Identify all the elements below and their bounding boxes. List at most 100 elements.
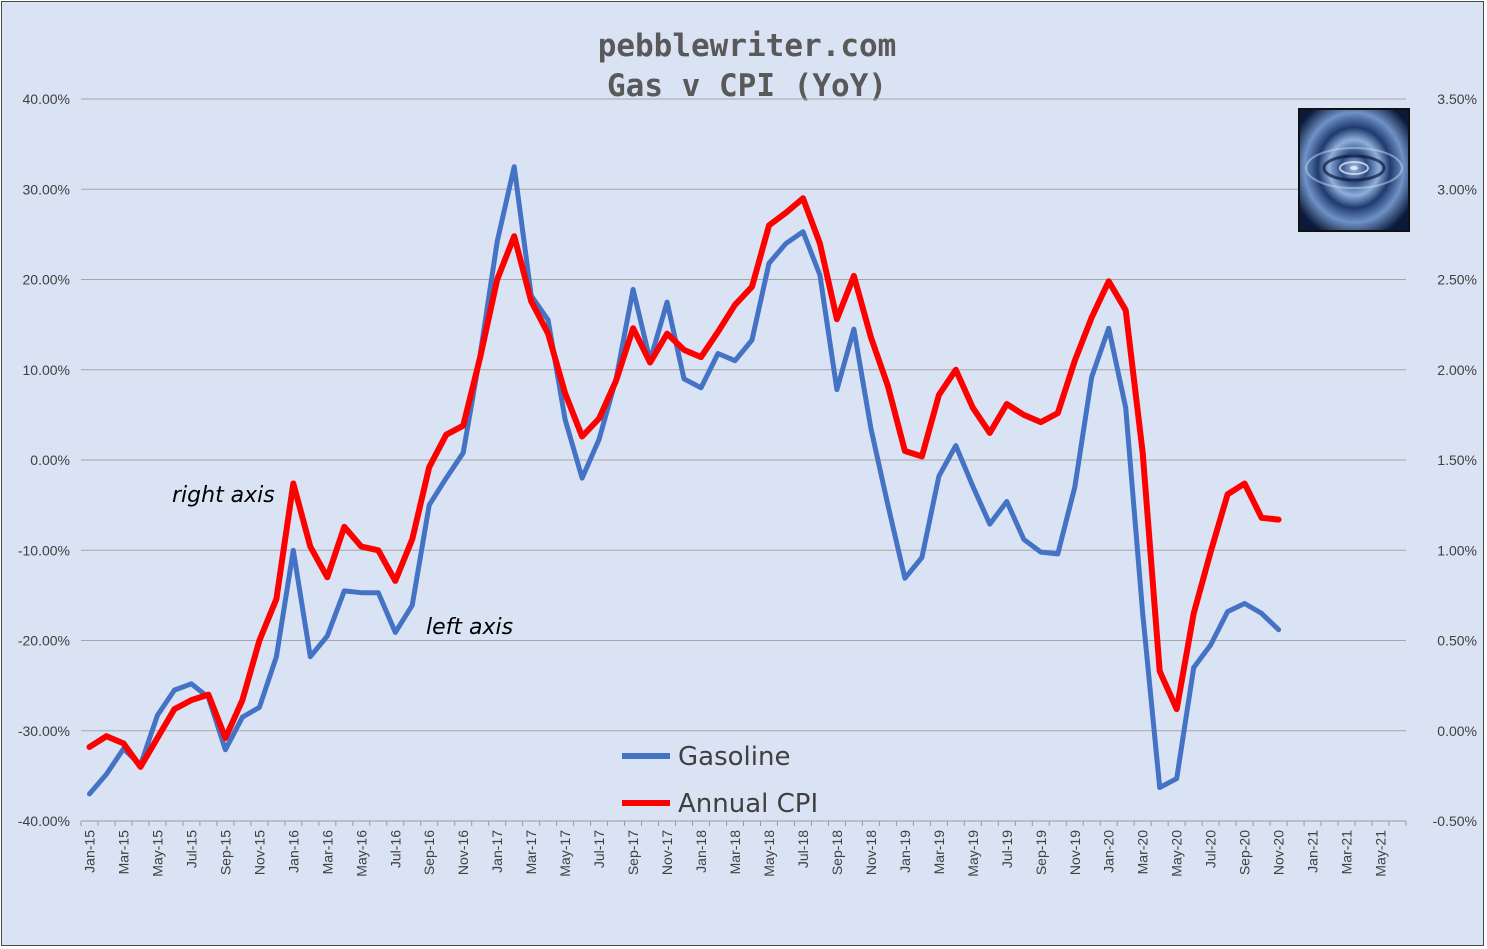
right-tick-label: 3.50%	[1437, 91, 1477, 107]
x-tick-label: Sep-20	[1237, 830, 1253, 875]
data-point-gasoline	[172, 687, 177, 693]
data-point-annual-cpi	[1123, 308, 1128, 313]
data-point-annual-cpi	[172, 706, 177, 712]
data-point-annual-cpi	[495, 277, 500, 282]
left-axis: 40.00% 30.00% 20.00% 10.00% 0.00% -10.00% -20.…	[18, 91, 70, 829]
x-tick-label: Mar-21	[1339, 830, 1355, 875]
data-point-annual-cpi	[1106, 279, 1111, 284]
data-point-annual-cpi	[1038, 419, 1044, 425]
x-tick-label: Nov-17	[659, 830, 675, 875]
data-point-gasoline	[953, 443, 958, 448]
x-tick-label: Sep-18	[829, 830, 845, 875]
chart-title: pebblewriter.com	[598, 28, 897, 64]
right-tick-label: 0.50%	[1437, 633, 1477, 649]
data-point-annual-cpi	[359, 544, 364, 549]
data-point-gasoline	[664, 299, 670, 305]
data-point-annual-cpi	[715, 329, 721, 334]
data-point-annual-cpi	[1191, 611, 1196, 616]
data-point-annual-cpi	[766, 223, 772, 228]
data-point-annual-cpi	[1140, 450, 1145, 455]
x-tick-label: Nov-15	[251, 830, 267, 875]
data-point-annual-cpi	[885, 383, 891, 389]
data-point-annual-cpi	[732, 302, 738, 307]
data-point-annual-cpi	[562, 391, 568, 396]
data-point-annual-cpi	[1157, 669, 1162, 674]
x-axis: Jan-15 Mar-15 May-15 Jul-15 Sep-15 Nov-15 Jan-…	[80, 821, 1407, 877]
data-point-annual-cpi	[376, 548, 381, 553]
data-point-annual-cpi	[987, 430, 992, 436]
x-tick-label: Jul-15	[183, 830, 199, 868]
data-point-gasoline	[410, 603, 415, 608]
left-tick-label: 30.00%	[23, 181, 70, 197]
x-tick-label: Nov-20	[1271, 830, 1287, 875]
x-tick-label: May-19	[965, 830, 981, 877]
data-point-gasoline	[87, 791, 92, 797]
left-tick-label: 10.00%	[23, 362, 70, 378]
data-point-annual-cpi	[681, 347, 687, 353]
data-point-gasoline	[766, 261, 772, 266]
x-tick-label: Jul-18	[795, 830, 811, 868]
data-point-annual-cpi	[410, 537, 415, 542]
x-tick-label: Sep-16	[421, 830, 437, 875]
logo-image	[1298, 108, 1410, 232]
data-point-gasoline	[342, 588, 347, 594]
annotation-right-axis: right axis	[172, 483, 275, 508]
data-point-annual-cpi	[155, 735, 160, 741]
x-tick-label: Mar-19	[931, 830, 947, 875]
data-point-gasoline	[1004, 499, 1009, 504]
x-tick-label: Jan-21	[1305, 830, 1321, 873]
data-point-gasoline	[1089, 374, 1094, 380]
data-point-annual-cpi	[257, 638, 262, 643]
right-tick-label: 1.00%	[1437, 542, 1477, 558]
data-point-annual-cpi	[427, 465, 432, 470]
data-point-gasoline	[189, 681, 194, 686]
data-point-annual-cpi	[596, 416, 602, 421]
data-point-gasoline	[885, 502, 891, 508]
data-point-gasoline	[308, 654, 313, 659]
x-tick-label: Jan-20	[1101, 830, 1117, 873]
x-tick-label: Mar-15	[115, 830, 131, 875]
data-point-gasoline	[461, 450, 466, 455]
data-point-gasoline	[698, 385, 704, 390]
data-point-gasoline	[291, 548, 296, 553]
x-tick-label: May-15	[149, 830, 165, 877]
data-point-gasoline	[1191, 665, 1196, 670]
data-point-gasoline	[1140, 611, 1145, 616]
left-tick-label: -10.00%	[18, 542, 70, 558]
data-point-annual-cpi	[1208, 549, 1213, 555]
data-point-gasoline	[325, 633, 330, 639]
x-tick-label: Jul-19	[999, 830, 1015, 868]
x-tick-label: Jan-15	[81, 830, 97, 873]
data-point-annual-cpi	[325, 575, 330, 580]
data-point-annual-cpi	[613, 378, 619, 383]
data-point-gasoline	[274, 654, 279, 659]
data-point-annual-cpi	[189, 697, 194, 703]
data-point-gasoline	[444, 475, 449, 481]
data-point-annual-cpi	[749, 284, 755, 289]
data-point-annual-cpi	[1242, 481, 1247, 486]
right-tick-label: 1.50%	[1437, 452, 1477, 468]
data-point-annual-cpi	[529, 299, 534, 304]
left-tick-label: 0.00%	[30, 452, 70, 468]
right-axis: 3.50% 3.00% 2.50% 2.00% 1.50% 1.00% 0.50% 0.00%…	[1433, 91, 1477, 829]
data-point-annual-cpi	[664, 331, 670, 336]
data-point-annual-cpi	[291, 481, 296, 486]
data-point-gasoline	[800, 229, 806, 234]
legend: Gasoline Annual CPI	[622, 742, 818, 819]
data-point-gasoline	[155, 713, 160, 718]
data-point-annual-cpi	[868, 335, 874, 340]
data-point-annual-cpi	[902, 448, 908, 454]
x-tick-label: Jan-18	[693, 830, 709, 873]
data-point-gasoline	[732, 358, 738, 363]
data-point-gasoline	[1038, 549, 1044, 555]
data-point-gasoline	[936, 474, 942, 479]
data-point-gasoline	[376, 590, 381, 595]
right-tick-label: -0.50%	[1433, 813, 1477, 829]
data-point-gasoline	[902, 576, 908, 581]
data-point-gasoline	[562, 417, 568, 422]
data-point-gasoline	[630, 287, 636, 292]
x-tick-label: Mar-18	[727, 830, 743, 875]
left-tick-label: -40.00%	[18, 813, 70, 829]
data-point-annual-cpi	[206, 692, 211, 697]
